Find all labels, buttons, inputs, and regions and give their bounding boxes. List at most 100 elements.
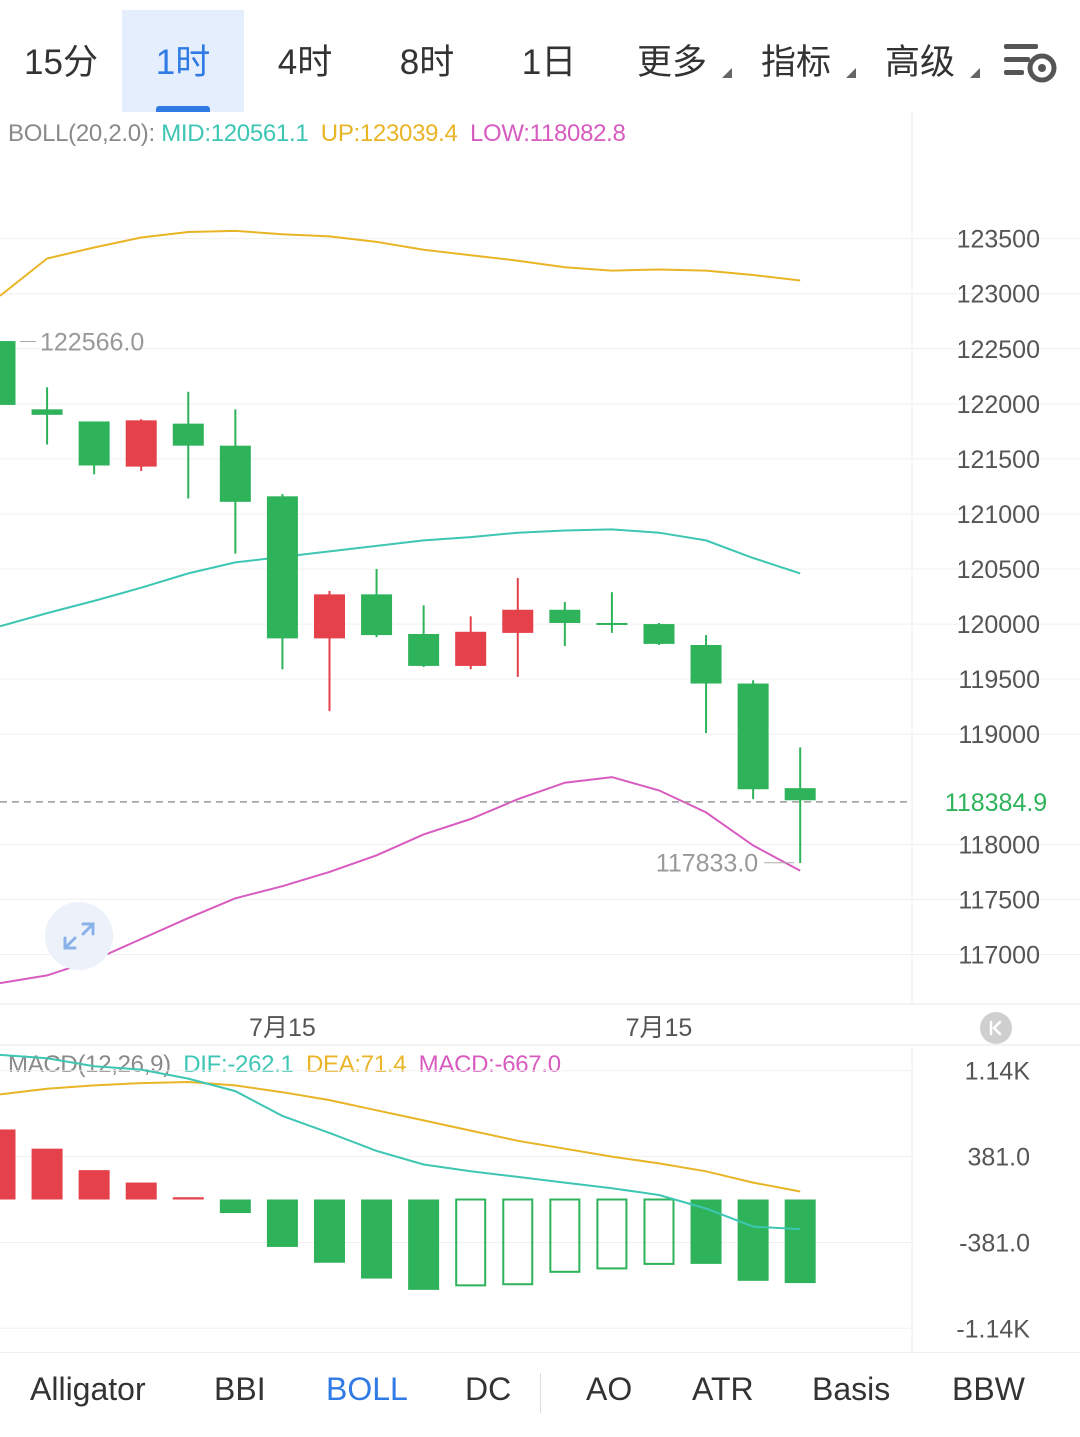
indicator-tab-alligator[interactable]: Alligator <box>30 1371 146 1407</box>
macd-tick-label: 381.0 <box>967 1143 1030 1171</box>
indicator-tab-boll[interactable]: BOLL <box>326 1371 408 1407</box>
candle-body <box>784 788 816 801</box>
macd-histogram-bar <box>172 1197 204 1200</box>
tab-1h[interactable]: 1时 <box>122 10 244 112</box>
indicator-tab-bbi[interactable]: BBI <box>214 1371 266 1407</box>
dif-line <box>0 1053 801 1231</box>
candle-body <box>172 423 204 446</box>
macd-histogram-bar <box>596 1198 628 1270</box>
indicator-tab-bbw[interactable]: BBW <box>952 1371 1025 1407</box>
tab-label: 4时 <box>277 43 333 82</box>
price-tick-label: 123500 <box>957 226 1040 254</box>
price-tick-label: 119000 <box>958 721 1040 749</box>
macd-tick-label: -1.14K <box>956 1315 1030 1343</box>
tab-label: 8时 <box>399 43 455 82</box>
candle-body <box>455 631 487 666</box>
macd-histogram-bar <box>784 1199 816 1284</box>
candle-body <box>0 341 16 405</box>
price-tick-label: 123000 <box>957 281 1040 309</box>
price-chart[interactable]: 123500 123000 122500 122000 121500 121000 1205… <box>0 112 1080 1352</box>
boll-legend-name: BOLL(20,2.0): <box>8 120 155 147</box>
macd-histogram-bar <box>737 1199 769 1281</box>
indicator-tabs: Alligator BBI BOLL DC AO ATR Basis BBW <box>0 1352 1080 1437</box>
scroll-to-latest-button[interactable] <box>980 1012 1012 1044</box>
active-tab-indicator <box>156 106 210 112</box>
macd-histogram-bar <box>313 1199 345 1263</box>
indicator-tab-atr[interactable]: ATR <box>692 1371 754 1407</box>
macd-histogram-bar <box>125 1182 157 1200</box>
boll-upper-line <box>0 229 801 297</box>
tab-4h[interactable]: 4时 <box>244 10 366 112</box>
candle-body <box>31 409 63 415</box>
dropdown-icon <box>722 68 732 78</box>
indicator-tab-dc[interactable]: DC <box>465 1371 512 1407</box>
tab-8h[interactable]: 8时 <box>366 10 488 112</box>
candle-body <box>596 622 628 625</box>
macd-histogram-bar <box>219 1199 251 1214</box>
expand-button[interactable] <box>45 902 113 970</box>
indicator-tab-ao[interactable]: AO <box>586 1371 633 1407</box>
candle-body <box>219 445 251 502</box>
expand-icon <box>63 922 95 950</box>
macd-legend-macd: MACD:-667.0 <box>418 1051 561 1078</box>
dropdown-icon <box>970 68 980 78</box>
macd-histogram-bar <box>31 1148 63 1200</box>
tab-1d[interactable]: 1日 <box>488 10 610 112</box>
candle-body <box>737 683 769 790</box>
candle-body <box>502 609 534 633</box>
price-tick-label: 117500 <box>958 886 1040 914</box>
x-axis-label: 7月15 <box>249 1014 316 1042</box>
last-price-label-bg <box>913 784 1080 819</box>
low-marker-label: 117833.0 <box>656 850 758 878</box>
dea-line <box>0 1080 801 1193</box>
tab-label: 15分 <box>24 43 98 82</box>
macd-histogram-bar <box>455 1198 487 1287</box>
price-tick-label: 122000 <box>957 391 1040 419</box>
boll-lower-line <box>0 776 801 985</box>
macd-histogram-bar <box>502 1198 534 1286</box>
tab-label: 高级 <box>884 43 955 82</box>
macd-histogram-bar <box>643 1198 675 1265</box>
tab-label: 指标 <box>760 43 831 82</box>
price-tick-label: 121000 <box>957 501 1040 529</box>
rewind-icon <box>989 1020 1002 1036</box>
tab-more[interactable]: 更多 <box>624 10 732 112</box>
candle-body <box>78 421 110 466</box>
macd-histogram-bar <box>266 1199 298 1247</box>
boll-legend: BOLL(20,2.0): MID:120561.1 UP:123039.4 L… <box>8 120 632 148</box>
boll-legend-up: UP:123039.4 <box>320 120 458 147</box>
tab-15m[interactable]: 15分 <box>0 10 122 112</box>
macd-histogram-bar <box>0 1129 16 1200</box>
boll-mid-line <box>0 528 801 628</box>
macd-histogram-bar <box>690 1199 722 1264</box>
tab-divider <box>540 1373 541 1413</box>
macd-histogram-bar <box>78 1170 110 1200</box>
tab-advanced[interactable]: 高级 <box>872 10 980 112</box>
candle-body <box>643 624 675 644</box>
last-price-label: 118384.9 <box>945 789 1047 817</box>
price-tick-label: 121500 <box>957 446 1040 474</box>
high-marker-label: 122566.0 <box>40 328 144 356</box>
price-tick-label: 118000 <box>958 831 1040 859</box>
macd-tick-label: 1.14K <box>965 1058 1031 1086</box>
dropdown-icon <box>846 68 856 78</box>
price-tick-label: 122500 <box>957 336 1040 364</box>
macd-histogram-bar <box>549 1198 581 1273</box>
candle-body <box>549 609 581 623</box>
candle-body <box>690 644 722 684</box>
tab-indicators[interactable]: 指标 <box>748 10 856 112</box>
price-tick-label: 119500 <box>958 666 1040 694</box>
macd-histogram-bar <box>361 1199 393 1279</box>
x-axis-label: 7月15 <box>626 1014 693 1042</box>
indicator-tab-basis[interactable]: Basis <box>812 1371 891 1407</box>
macd-tick-label: -381.0 <box>959 1230 1030 1258</box>
settings-gear-icon[interactable] <box>1002 40 1058 86</box>
tab-label: 更多 <box>636 43 707 82</box>
candle-body <box>361 594 393 636</box>
price-tick-label: 117000 <box>958 941 1040 969</box>
boll-legend-low: LOW:118082.8 <box>469 120 626 147</box>
tab-label: 1时 <box>155 43 211 82</box>
macd-histogram-bar <box>408 1199 440 1290</box>
candle-body <box>313 594 345 639</box>
candle-body <box>266 496 298 639</box>
